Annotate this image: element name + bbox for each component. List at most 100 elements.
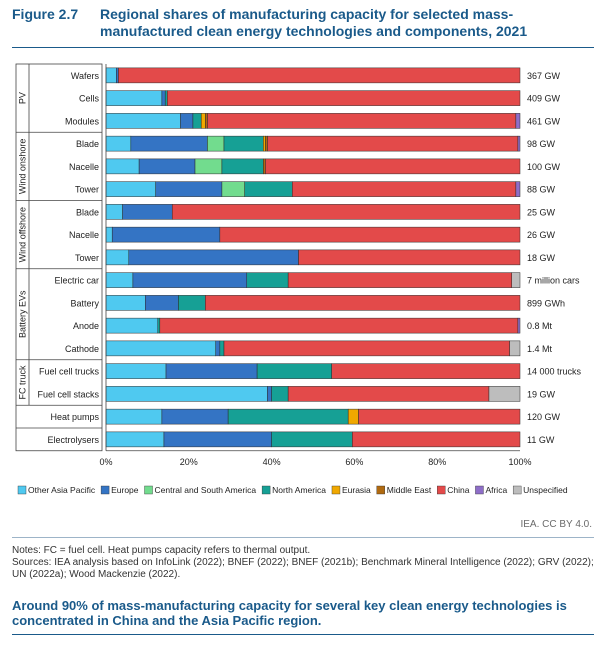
bar-segment-africa bbox=[515, 113, 521, 129]
sources-line: Sources: IEA analysis based on InfoLink … bbox=[12, 557, 594, 580]
value-label: 1.4 Mt bbox=[527, 344, 553, 354]
category-label: Blade bbox=[76, 207, 99, 217]
bar-segment-other-asia-pacific bbox=[105, 431, 165, 448]
bar-segment-europe bbox=[130, 135, 208, 152]
category-label: Cells bbox=[79, 94, 100, 104]
bar-segment-europe bbox=[161, 90, 166, 106]
bar-segment-china bbox=[207, 113, 517, 129]
bar-segment-europe bbox=[122, 204, 173, 220]
bar-segment-central-and-south-america bbox=[221, 181, 245, 197]
bar-segment-europe bbox=[215, 340, 221, 357]
bar-segment-china bbox=[331, 363, 521, 379]
value-label: 0.8 Mt bbox=[527, 321, 553, 331]
bar-segment-north-america bbox=[223, 135, 264, 152]
bar-segment-europe bbox=[145, 295, 179, 311]
group-label: PV bbox=[17, 92, 27, 104]
bar-segment-europe bbox=[116, 67, 119, 84]
value-label: 25 GW bbox=[527, 207, 556, 217]
legend-swatch-europe bbox=[100, 485, 110, 495]
bar-segment-other-asia-pacific bbox=[105, 181, 156, 197]
category-label: Cathode bbox=[65, 344, 99, 354]
credit-label: IEA. CC BY 4.0. bbox=[520, 519, 592, 530]
value-label: 120 GW bbox=[527, 412, 561, 422]
category-label: Tower bbox=[75, 185, 99, 195]
bar-segment-other-asia-pacific bbox=[105, 90, 163, 106]
notes-rule bbox=[12, 537, 594, 538]
bar-segment-other-asia-pacific bbox=[105, 317, 158, 334]
bar-segment-china bbox=[287, 386, 490, 402]
legend-label: China bbox=[447, 485, 469, 495]
bar-segment-middle-east bbox=[263, 158, 266, 175]
bar-segment-north-america bbox=[157, 317, 161, 334]
figure-number: Figure 2.7 bbox=[12, 6, 79, 22]
bar-segment-china bbox=[358, 408, 521, 425]
legend-label: Africa bbox=[485, 485, 507, 495]
bar-segment-china bbox=[118, 67, 521, 84]
bar-segment-europe bbox=[165, 363, 258, 379]
bar-segment-other-asia-pacific bbox=[105, 408, 163, 425]
category-label: Fuel cell trucks bbox=[39, 367, 100, 377]
category-frame bbox=[15, 63, 103, 452]
figure-title: Regional shares of manufacturing capacit… bbox=[100, 6, 528, 39]
bar-segment-china bbox=[287, 272, 512, 288]
bar-segment-europe bbox=[138, 158, 196, 175]
bar-segment-north-america bbox=[256, 363, 332, 379]
bar-segment-north-america bbox=[244, 181, 293, 197]
legend-swatch-china bbox=[437, 485, 446, 495]
bar-segment-china bbox=[171, 204, 521, 220]
bar-segment-china bbox=[205, 295, 521, 311]
category-label: Blade bbox=[76, 139, 99, 149]
legend-label: Central and South America bbox=[155, 485, 257, 495]
value-label: 18 GW bbox=[527, 253, 556, 263]
bar-segment-eurasia bbox=[347, 408, 359, 425]
value-label: 100 GW bbox=[527, 162, 561, 172]
bar-segment-china bbox=[167, 90, 521, 106]
legend-label: Middle East bbox=[387, 485, 432, 495]
bar-segment-europe bbox=[132, 272, 248, 288]
bar-segment-europe bbox=[155, 181, 223, 197]
bar-segment-china bbox=[267, 135, 519, 152]
group-label: Battery EVs bbox=[17, 290, 27, 338]
legend-swatch-eurasia bbox=[331, 485, 341, 495]
value-label: 88 GW bbox=[527, 185, 556, 195]
x-tick-label: 60% bbox=[345, 457, 363, 467]
bar-segment-unspecified bbox=[509, 340, 521, 357]
bar-segment-eurasia bbox=[263, 135, 266, 152]
category-label: Tower bbox=[75, 253, 99, 263]
bar-segment-north-america bbox=[271, 386, 289, 402]
value-label: 14 000 trucks bbox=[527, 367, 582, 377]
bar-segment-china bbox=[298, 249, 521, 266]
legend-swatch-africa bbox=[475, 485, 484, 495]
bar-segment-north-america bbox=[192, 113, 202, 129]
header-rule bbox=[12, 47, 594, 48]
x-tick-label: 40% bbox=[263, 457, 281, 467]
legend-label: Europe bbox=[111, 485, 139, 495]
x-tick-label: 100% bbox=[508, 457, 531, 467]
bar-segment-central-and-south-america bbox=[194, 158, 223, 175]
bar-segment-other-asia-pacific bbox=[105, 204, 123, 220]
category-label: Heat pumps bbox=[50, 412, 99, 422]
bar-segment-europe bbox=[180, 113, 194, 129]
bar-segment-other-asia-pacific bbox=[105, 386, 268, 402]
bar-segment-africa bbox=[515, 181, 521, 197]
footer-rule bbox=[12, 634, 594, 635]
legend-swatch-other-asia-pacific bbox=[17, 485, 27, 495]
category-label: Electrolysers bbox=[47, 435, 99, 445]
bar-segment-africa bbox=[517, 135, 521, 152]
value-label: 11 GW bbox=[527, 435, 555, 445]
category-label: Modules bbox=[65, 116, 100, 126]
category-label: Nacelle bbox=[69, 162, 99, 172]
bar-segment-north-america bbox=[164, 90, 168, 106]
bar-segment-china bbox=[219, 226, 521, 243]
value-label: 19 GW bbox=[527, 389, 556, 399]
legend-swatch-central-and-south-america bbox=[144, 485, 153, 495]
value-label: 7 million cars bbox=[527, 276, 580, 286]
bar-segment-other-asia-pacific bbox=[105, 158, 140, 175]
legend-label: Unspecified bbox=[523, 485, 568, 495]
legend-swatch-unspecified bbox=[512, 485, 522, 495]
bar-segment-north-america bbox=[178, 295, 206, 311]
bar-segment-other-asia-pacific bbox=[105, 249, 130, 266]
bar-segment-middle-east bbox=[265, 135, 268, 152]
bar-segment-europe bbox=[111, 226, 221, 243]
group-label: Wind onshore bbox=[17, 139, 27, 195]
